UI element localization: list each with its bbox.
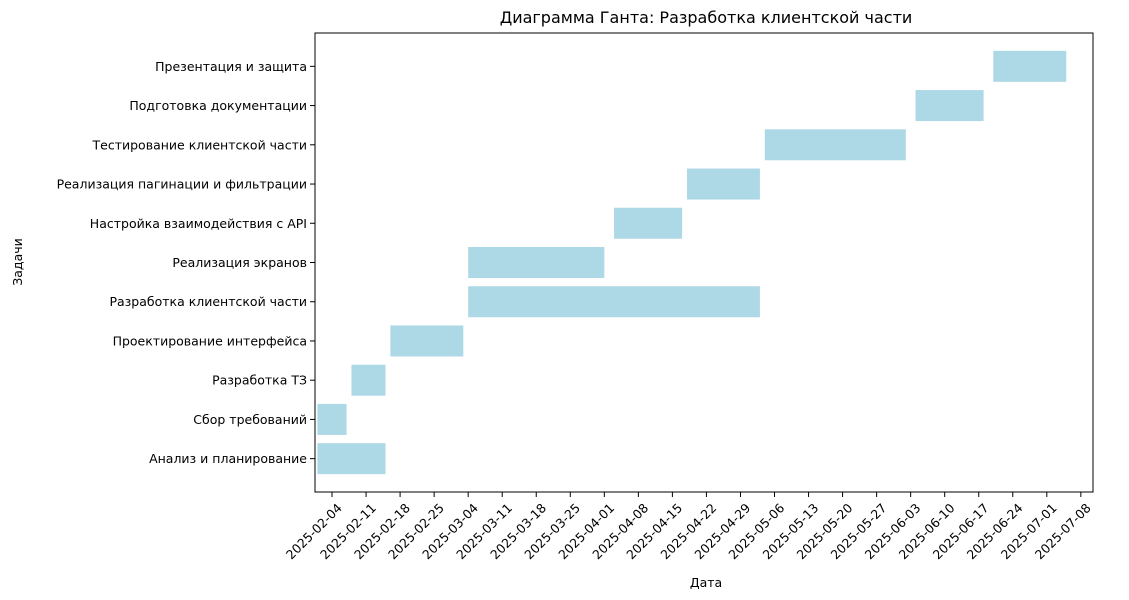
- y-tick-label: Анализ и планирование: [149, 451, 307, 466]
- chart-title: Диаграмма Ганта: Разработка клиентской ч…: [500, 8, 913, 27]
- y-tick-label: Презентация и защита: [155, 59, 307, 74]
- y-tick-label: Настройка взаимодействия с API: [90, 216, 307, 231]
- gantt-bar: [686, 168, 760, 200]
- y-axis-ticks: Анализ и планирование Сбор требований Разр…: [57, 59, 315, 466]
- y-tick-label: Тестирование клиентской части: [92, 137, 307, 152]
- y-axis-label: Задачи: [10, 238, 25, 286]
- y-tick-label: Подготовка документации: [129, 98, 307, 113]
- y-tick-label: Разработка ТЗ: [212, 373, 307, 388]
- x-axis-ticks: 2025-02-042025-02-112025-02-182025-02-25…: [283, 492, 1094, 562]
- y-tick-label: Реализация экранов: [172, 255, 307, 270]
- gantt-bar: [390, 325, 464, 357]
- x-axis-label: Дата: [690, 575, 722, 590]
- gantt-bar: [915, 90, 984, 122]
- y-tick-label: Сбор требований: [193, 412, 307, 427]
- gantt-bar: [317, 403, 347, 435]
- gantt-bar: [764, 129, 906, 161]
- bars-group: [317, 50, 1067, 475]
- gantt-bar: [351, 364, 386, 396]
- y-tick-label: Реализация пагинации и фильтрации: [57, 177, 307, 192]
- gantt-bar: [468, 247, 605, 278]
- gantt-bar: [614, 207, 683, 239]
- y-tick-label: Проектирование интерфейса: [113, 333, 307, 348]
- y-tick-label: Разработка клиентской части: [109, 294, 307, 309]
- gantt-bar: [317, 443, 386, 475]
- gantt-bar: [993, 50, 1067, 82]
- gantt-bar: [468, 286, 760, 318]
